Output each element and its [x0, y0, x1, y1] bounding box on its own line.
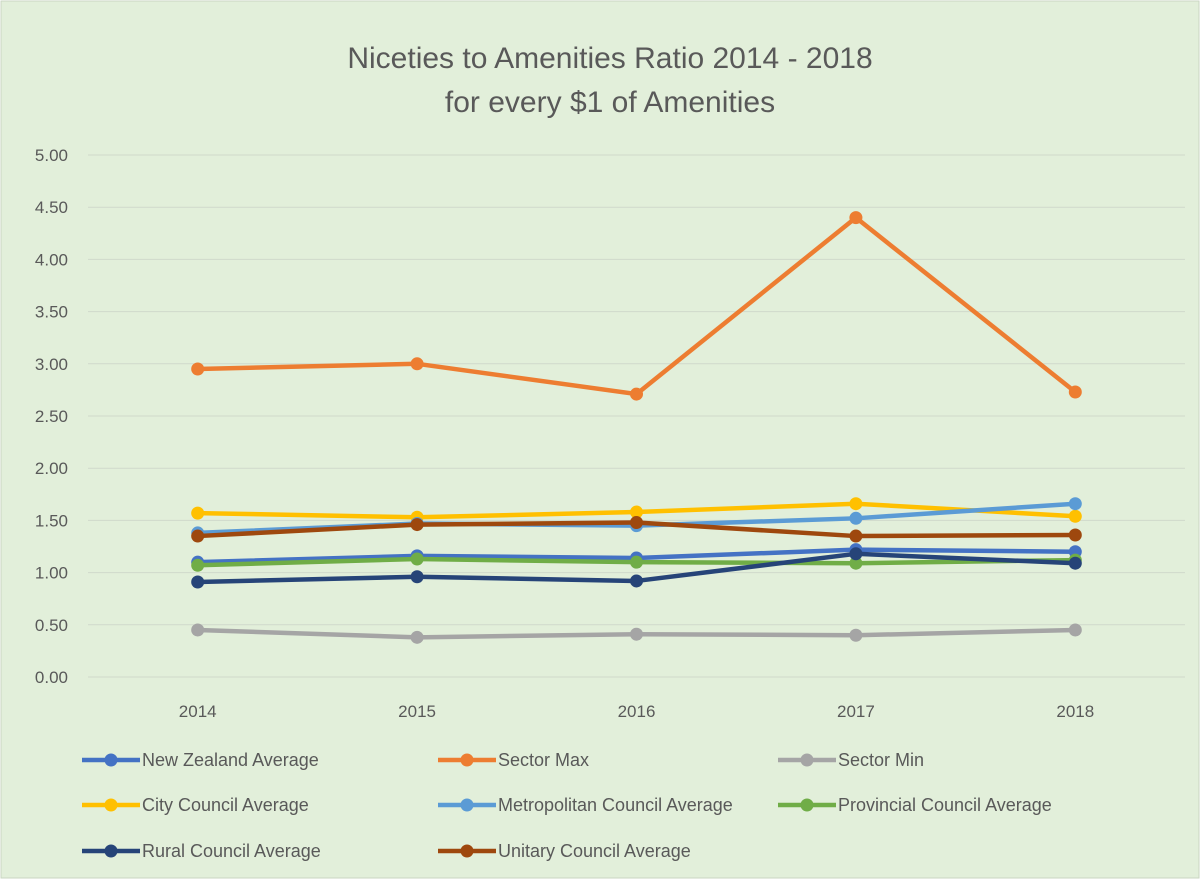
legend-swatch-marker [460, 844, 474, 858]
data-point [1068, 623, 1082, 637]
series-7 [191, 515, 1082, 543]
data-point [1068, 385, 1082, 399]
legend-label: Metropolitan Council Average [498, 795, 733, 815]
series-lines [191, 211, 1082, 644]
y-tick-label: 2.50 [35, 407, 68, 426]
data-point [410, 630, 424, 644]
legend-entry: Sector Min [778, 750, 924, 770]
y-tick-label: 5.00 [35, 146, 68, 165]
x-tick-label: 2018 [1056, 702, 1094, 721]
data-point [410, 570, 424, 584]
data-point [1068, 556, 1082, 570]
x-tick-label: 2014 [179, 702, 217, 721]
data-point [1068, 509, 1082, 523]
data-point [630, 627, 643, 641]
legend-label: Sector Min [838, 750, 924, 770]
legend-entry: Metropolitan Council Average [438, 795, 733, 815]
series-2 [191, 623, 1082, 644]
data-point [849, 511, 863, 525]
chart-title-line-1: Niceties to Amenities Ratio 2014 - 2018 [347, 42, 872, 75]
legend-swatch-marker [104, 753, 118, 767]
legend-swatch-marker [460, 753, 474, 767]
data-point [410, 552, 424, 566]
y-tick-label: 3.50 [35, 303, 68, 322]
data-point [191, 623, 205, 637]
legend-swatch-marker [104, 844, 118, 858]
data-point [191, 529, 205, 543]
y-tick-label: 1.00 [35, 564, 68, 583]
data-point [1068, 528, 1082, 542]
y-tick-label: 4.50 [35, 198, 68, 217]
series-3 [191, 497, 1082, 524]
x-axis-tick-labels: 2014 2015 2016 2017 2018 [179, 702, 1094, 721]
data-point [1068, 497, 1082, 511]
data-point [191, 558, 205, 572]
data-point [191, 575, 205, 589]
data-point [630, 515, 643, 529]
legend-label: Provincial Council Average [838, 795, 1052, 815]
legend-label: City Council Average [142, 795, 309, 815]
y-tick-label: 0.50 [35, 616, 68, 635]
chart-title-line-2: for every $1 of Amenities [445, 86, 775, 119]
legend-swatch-marker [104, 798, 118, 812]
y-tick-label: 2.00 [35, 459, 68, 478]
data-point [191, 506, 205, 520]
data-point [630, 555, 643, 569]
data-point [410, 518, 424, 532]
data-point [849, 547, 863, 561]
series-6 [191, 547, 1082, 589]
legend-entry: New Zealand Average [82, 750, 319, 770]
data-point [849, 628, 863, 642]
y-tick-label: 0.00 [35, 668, 68, 687]
legend: New Zealand Average Sector Max Sector Min C… [82, 750, 1052, 861]
legend-label: Sector Max [498, 750, 589, 770]
y-tick-label: 3.00 [35, 355, 68, 374]
legend-entry: City Council Average [82, 795, 309, 815]
legend-swatch-marker [460, 798, 474, 812]
data-point [410, 357, 424, 371]
y-tick-label: 1.50 [35, 511, 68, 530]
y-tick-label: 4.00 [35, 250, 68, 269]
data-point [630, 387, 643, 401]
legend-label: Unitary Council Average [498, 841, 691, 861]
gridlines [88, 154, 1185, 678]
legend-label: New Zealand Average [142, 750, 319, 770]
data-point [849, 556, 863, 570]
x-tick-label: 2017 [837, 702, 875, 721]
legend-swatch-marker [800, 753, 814, 767]
legend-entry: Unitary Council Average [438, 841, 691, 861]
legend-label: Rural Council Average [142, 841, 321, 861]
legend-entry: Rural Council Average [82, 841, 321, 861]
data-point [191, 362, 205, 376]
legend-entry: Sector Max [438, 750, 589, 770]
y-axis-tick-labels: 0.00 0.50 1.00 1.50 2.00 2.50 3.00 3.50 4.00 4.50… [35, 146, 68, 687]
data-point [849, 211, 863, 225]
data-point [849, 497, 863, 511]
x-tick-label: 2016 [618, 702, 656, 721]
data-point [849, 529, 863, 543]
data-point [630, 505, 643, 519]
x-tick-label: 2015 [398, 702, 436, 721]
data-point [630, 574, 643, 588]
legend-swatch-marker [800, 798, 814, 812]
series-1 [191, 211, 1082, 401]
legend-entry: Provincial Council Average [778, 795, 1052, 815]
